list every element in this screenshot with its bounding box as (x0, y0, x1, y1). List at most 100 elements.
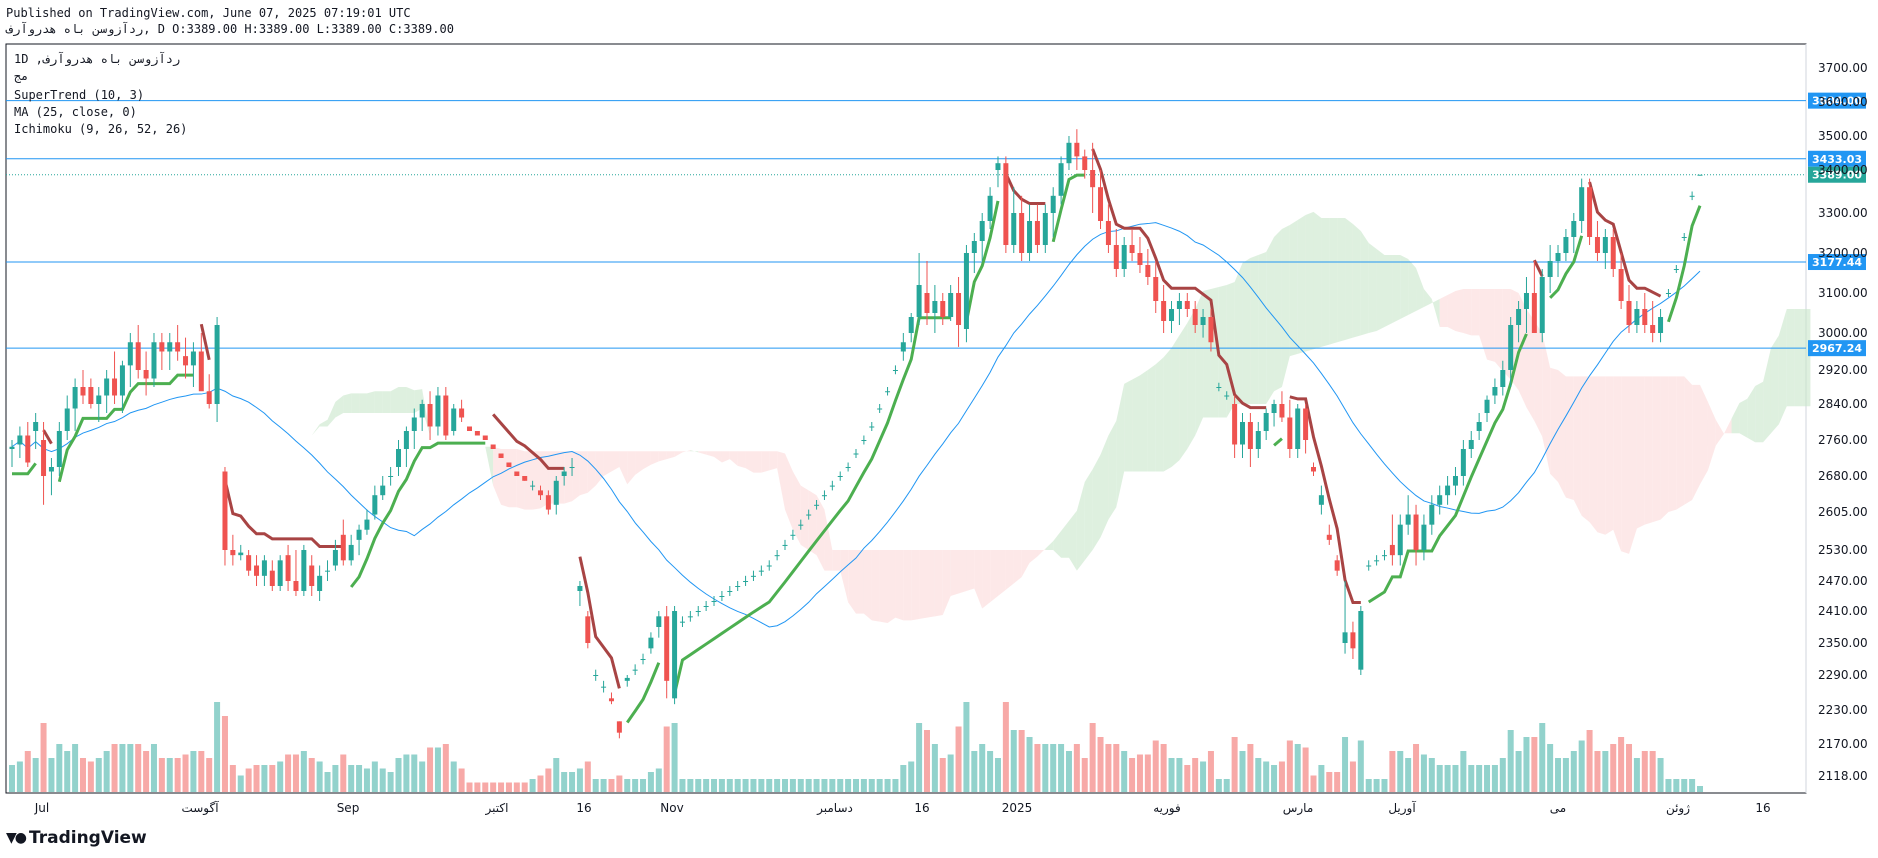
supertrend-segment (1051, 173, 1085, 243)
cloud-segment (264, 449, 273, 458)
volume-bar (1286, 740, 1293, 792)
candle-body (119, 365, 125, 396)
volume-bars (9, 702, 1703, 792)
candle-body (821, 495, 827, 497)
supertrend-segment (1289, 395, 1361, 604)
candle-body (577, 586, 583, 591)
cloud-segment (1061, 520, 1069, 558)
candle-body (1027, 221, 1033, 253)
cloud-segment (382, 391, 391, 413)
volume-bar (1263, 761, 1270, 792)
legend-supertrend[interactable]: SuperTrend (10, 3) (14, 88, 145, 102)
volume-bar (718, 779, 725, 792)
candle-body (1326, 534, 1332, 540)
volume-bar (837, 779, 844, 792)
candle-body (1681, 237, 1687, 238)
y-tick-label: 2170.00 (1818, 737, 1868, 751)
candle-body (1232, 404, 1238, 445)
volume-bar (1113, 744, 1120, 792)
volume-bar (1436, 765, 1443, 792)
supertrend-segment (1091, 148, 1267, 410)
candle-body (25, 435, 31, 463)
candle-body (561, 471, 567, 476)
volume-bar (655, 768, 662, 792)
candle-body (672, 611, 678, 699)
volume-bar (119, 744, 126, 792)
candle-body (498, 453, 504, 458)
candle-body (340, 534, 346, 561)
cloud-segment (824, 509, 833, 571)
volume-bar (1444, 765, 1451, 792)
candle-body (1665, 293, 1671, 294)
candle-body (380, 485, 386, 496)
y-tick-label: 2290.00 (1818, 668, 1868, 682)
volume-bar (253, 765, 260, 792)
cloud-segment (1116, 383, 1125, 508)
volume-bar (758, 779, 765, 792)
candle-body (1650, 325, 1656, 333)
cloud-segment (1352, 224, 1361, 338)
cloud-segment (682, 450, 691, 453)
candle-body (1460, 449, 1466, 476)
candle-body (608, 698, 614, 702)
candle-body (640, 659, 646, 660)
legend-ichimoku[interactable]: Ichimoku (9, 26, 52, 26) (14, 122, 188, 136)
cloud-segment (1542, 333, 1551, 474)
cloud-segment (1021, 550, 1030, 578)
supertrend-segment (223, 479, 344, 548)
volume-bar (1515, 751, 1522, 792)
y-tick-label: 3200.00 (1818, 246, 1868, 260)
cloud-segment (1053, 531, 1062, 558)
candle-body (1689, 195, 1695, 197)
candle-body (1105, 221, 1111, 245)
volume-bar (419, 761, 426, 792)
cloud-segment (1068, 510, 1077, 571)
volume-bar (584, 761, 591, 792)
volume-bar (726, 779, 733, 792)
candle-body (309, 565, 315, 586)
candle-body (183, 356, 189, 366)
candle-body (238, 552, 244, 556)
cloud-segment (690, 450, 699, 453)
cloud-segment (1644, 376, 1653, 525)
volume-bar (600, 779, 607, 792)
cloud-segment (1250, 255, 1259, 404)
y-tick-label: 2530.00 (1818, 543, 1868, 557)
candle-body (1184, 301, 1190, 309)
candle-body (1129, 245, 1135, 253)
volume-bar (1168, 758, 1175, 792)
candle-body (88, 387, 94, 404)
candle-body (419, 404, 425, 418)
candle-body (1587, 187, 1593, 237)
y-tick-label: 2760.00 (1818, 433, 1868, 447)
candle-body (1563, 237, 1569, 253)
candle-body (301, 550, 307, 591)
candle-body (1397, 524, 1403, 556)
volume-bar (994, 758, 1001, 792)
volume-bar (1562, 758, 1569, 792)
cloud-segment (761, 451, 770, 473)
candle-body (514, 471, 520, 476)
candle-body (159, 342, 165, 352)
candle-body (1523, 293, 1529, 309)
cloud-segment (982, 550, 991, 609)
volume-bar (1523, 737, 1530, 792)
tradingview-brand[interactable]: ▼● TradingView (6, 828, 147, 848)
candle-body (829, 485, 835, 487)
cloud-segment (674, 451, 683, 457)
volume-bar (576, 768, 583, 792)
candle-body (679, 621, 685, 623)
cloud-segment (1439, 295, 1448, 327)
volume-bar (221, 716, 228, 792)
ichimoku-cloud (217, 211, 1811, 623)
cloud-segment (217, 446, 225, 454)
candle-body (1303, 408, 1309, 440)
cloud-segment (1147, 364, 1156, 472)
cloud-segment (627, 451, 636, 485)
supertrend-line (12, 148, 1702, 724)
cloud-segment (493, 446, 502, 505)
volume-bar (64, 751, 71, 792)
y-tick-label: 2350.00 (1818, 636, 1868, 650)
legend-ma[interactable]: MA (25, close, 0) (14, 105, 137, 119)
